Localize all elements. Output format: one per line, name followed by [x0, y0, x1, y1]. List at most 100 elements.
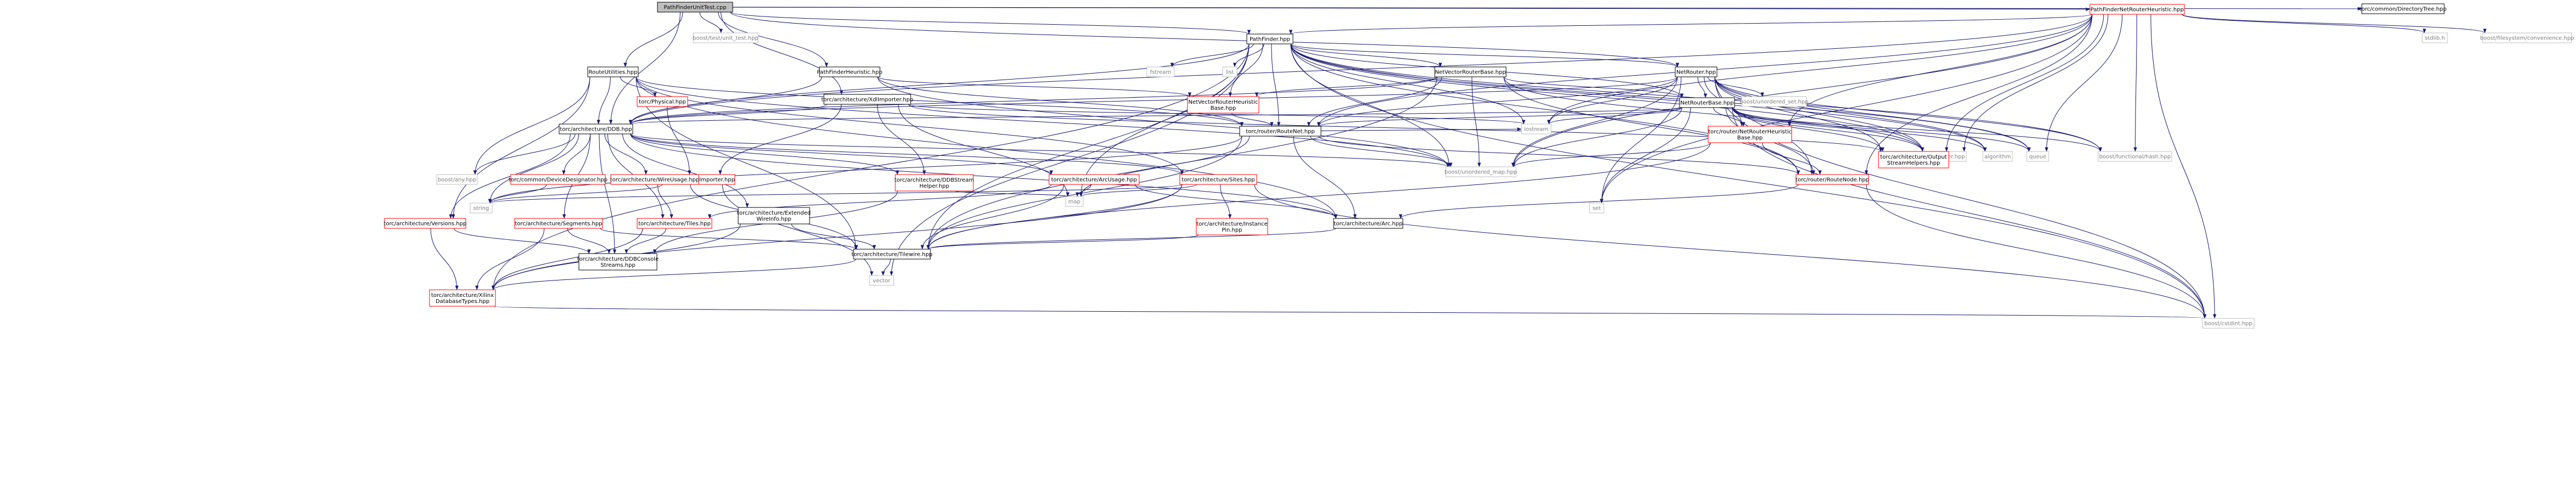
- graph-node-vector[interactable]: vector: [869, 275, 894, 286]
- dependency-edge: [1079, 184, 1197, 197]
- graph-node-box: [1589, 203, 1604, 214]
- dependency-edge: [1547, 107, 1682, 125]
- dependency-edge: [488, 136, 1242, 204]
- graph-node-sites[interactable]: torc/architecture/Sites.hpp: [1179, 174, 1257, 185]
- dependency-edge: [562, 133, 591, 175]
- graph-node-versions[interactable]: torc/architecture/Versions.hpp: [384, 218, 467, 229]
- graph-node-stdlib[interactable]: stdlib.h: [2422, 32, 2448, 43]
- graph-node-tilewire[interactable]: torc/architecture/Tilewire.hpp: [851, 249, 933, 260]
- graph-node-label: torc/architecture/Extended: [737, 210, 811, 216]
- graph-node-netrouterbase[interactable]: NetRouterBase.hpp: [1679, 97, 1735, 108]
- graph-node-cstdint[interactable]: boost/cstdint.hpp: [2202, 318, 2255, 329]
- dependency-edge: [1599, 107, 1691, 204]
- dependency-edge: [730, 12, 1251, 35]
- dependency-edge: [791, 223, 876, 250]
- dependency-edge: [1170, 43, 1254, 68]
- edge-layer: [430, 7, 2486, 319]
- graph-node-box: [1445, 166, 1516, 177]
- graph-node-map[interactable]: map: [1065, 196, 1084, 207]
- graph-node-devdesig[interactable]: torc/common/DeviceDesignator.hpp: [509, 174, 607, 185]
- graph-node-dirtree[interactable]: torc/common/DirectoryTree.hpp: [2360, 3, 2447, 14]
- graph-node-pathfinder[interactable]: PathFinder.hpp: [1246, 33, 1293, 44]
- graph-node-nvrb[interactable]: NetVectorRouterBase.hpp: [1434, 66, 1507, 77]
- graph-node-routeutil[interactable]: RouteUtilities.hpp: [587, 66, 639, 77]
- dependency-edge: [927, 228, 1336, 250]
- graph-node-label: algorithm: [1984, 154, 2011, 160]
- graph-node-netrouter[interactable]: NetRouter.hpp: [1675, 66, 1718, 77]
- graph-node-boosthash[interactable]: boost/functional/hash.hpp: [2098, 151, 2172, 162]
- graph-node-box: [2361, 3, 2445, 14]
- graph-node-routenet[interactable]: torc/router/RouteNet.hpp: [1239, 126, 1322, 137]
- graph-node-pfheur[interactable]: PathFinderHeuristic.hpp: [817, 66, 883, 77]
- graph-node-arcusage[interactable]: torc/architecture/ArcUsage.hpp: [1049, 174, 1140, 185]
- graph-node-box: [1521, 123, 1552, 134]
- dependency-edge: [491, 184, 1183, 290]
- graph-node-list[interactable]: list: [1222, 66, 1237, 77]
- dependency-edge: [1320, 127, 1522, 131]
- dependency-edge: [630, 133, 1338, 219]
- graph-node-xilinxdb[interactable]: torc/architecture/XilinxDatabaseTypes.hp…: [429, 289, 496, 307]
- graph-node-iostream[interactable]: iostream: [1521, 123, 1552, 134]
- graph-node-box: [510, 174, 606, 185]
- graph-node-fstream[interactable]: fstream: [1146, 66, 1175, 77]
- dependency-edge: [1233, 43, 1264, 68]
- graph-node-routenode[interactable]: torc/router/RouteNode.hpp: [1796, 174, 1869, 185]
- graph-node-box: [869, 275, 894, 286]
- graph-node-tiles[interactable]: torc/architecture/Tiles.hpp: [637, 218, 712, 229]
- dependency-edge: [629, 107, 1682, 125]
- graph-node-boostunmap[interactable]: boost/unordered_map.hpp: [1445, 166, 1517, 177]
- graph-node-label: torc/architecture/Segments.hpp: [515, 221, 602, 227]
- dependency-edge: [630, 133, 900, 175]
- dependency-edge: [491, 228, 643, 290]
- dependency-edge: [1293, 136, 1357, 219]
- dependency-edge: [921, 184, 1064, 250]
- graph-node-ddb[interactable]: torc/architecture/DDB.hpp: [559, 123, 633, 134]
- graph-node-boostunset[interactable]: boost/unordered_set.hpp: [1739, 96, 1809, 107]
- dependency-edge: [657, 184, 673, 219]
- graph-node-pfnetheur[interactable]: PathFinderNetRouterHeuristic.hpp: [2089, 4, 2185, 15]
- dependency-edge: [1398, 184, 1799, 219]
- graph-node-label: torc/common/DeviceDesignator.hpp: [509, 177, 607, 183]
- graph-node-xdlimp[interactable]: torc/architecture/XdlImporter.hpp: [821, 94, 913, 105]
- graph-node-box: [1679, 97, 1735, 108]
- dependency-edge: [596, 76, 611, 125]
- dependency-edge: [1707, 76, 1764, 97]
- graph-node-algorithm[interactable]: algorithm: [1982, 151, 2013, 162]
- dependency-edge: [1220, 184, 1232, 219]
- graph-node-box: [1675, 66, 1718, 77]
- graph-node-boosttest[interactable]: boost/test/unit_test.hpp: [693, 32, 759, 43]
- graph-node-label: torc/architecture/DDB.hpp: [560, 127, 632, 133]
- graph-node-segments[interactable]: torc/architecture/Segments.hpp: [514, 218, 603, 229]
- graph-node-set[interactable]: set: [1589, 203, 1604, 214]
- graph-node-boostfsconv[interactable]: boost/filesystem/convenience.hpp: [2480, 32, 2574, 43]
- graph-node-label: PathFinderNetRouterHeuristic.hpp: [2090, 7, 2184, 13]
- graph-node-outstream[interactable]: torc/architecture/OutputStreamHelpers.hp…: [1878, 151, 1949, 169]
- graph-node-arc[interactable]: torc/architecture/Arc.hpp: [1333, 218, 1403, 229]
- graph-node-physical[interactable]: torc/Physical.hpp: [637, 96, 688, 107]
- graph-node-boostany[interactable]: boost/any.hpp: [436, 174, 478, 185]
- graph-node-wireusage[interactable]: torc/architecture/WireUsage.hpp: [610, 174, 700, 185]
- graph-node-label: Base.hpp: [1211, 105, 1236, 111]
- dependency-edge: [635, 76, 858, 250]
- dependency-edge: [1317, 76, 1678, 127]
- dependency-edge: [430, 228, 459, 290]
- graph-node-queue[interactable]: queue: [2026, 151, 2049, 162]
- graph-node-root[interactable]: PathFinderUnitTest.cpp: [657, 2, 733, 13]
- dependency-edge: [881, 259, 891, 276]
- graph-node-label: boost/cstdint.hpp: [2204, 321, 2252, 327]
- dependency-edge: [1503, 76, 1925, 152]
- graph-node-label: queue: [2029, 154, 2046, 160]
- graph-node-box: [1146, 66, 1175, 77]
- dependency-edge: [699, 12, 723, 33]
- dependency-edge: [1471, 76, 1481, 167]
- graph-node-box: [895, 174, 974, 192]
- graph-node-box: [1179, 174, 1257, 185]
- graph-node-string[interactable]: string: [470, 203, 493, 214]
- dependency-edge: [1547, 14, 2093, 125]
